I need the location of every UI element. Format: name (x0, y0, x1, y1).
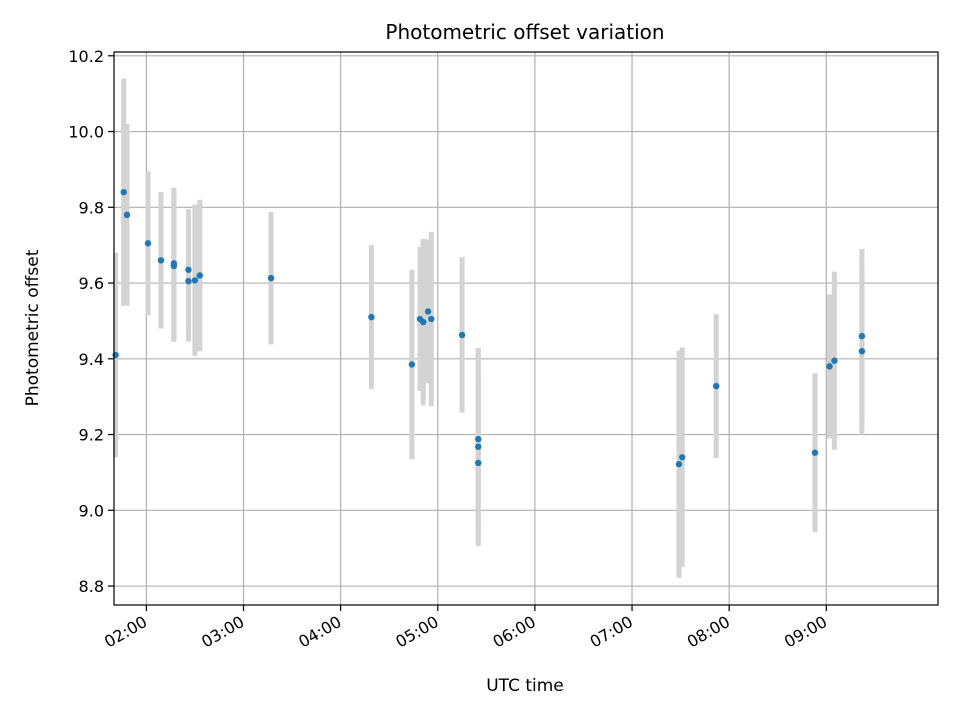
data-point (196, 272, 203, 279)
data-point (675, 460, 683, 468)
data-point (858, 332, 866, 340)
y-tick-label: 9.0 (79, 501, 104, 520)
data-point (713, 382, 720, 390)
data-point (475, 459, 482, 467)
y-tick-label: 9.4 (79, 350, 104, 369)
data-point (144, 240, 152, 247)
data-point (475, 443, 482, 450)
y-tick-label: 9.6 (79, 274, 104, 293)
data-point (831, 357, 838, 364)
data-point (408, 361, 416, 368)
data-point (826, 363, 833, 370)
data-point (368, 313, 375, 321)
data-point (170, 262, 178, 270)
data-point (424, 308, 432, 315)
y-tick-label: 8.8 (79, 577, 104, 596)
data-point (458, 331, 466, 339)
data-point (475, 435, 482, 443)
data-point (811, 449, 819, 456)
plot-frame (113, 51, 939, 606)
x-axis-title: UTC time (486, 676, 564, 696)
y-tick-label: 9.2 (79, 426, 104, 445)
y-axis-ticks: 8.8 9.0 9.2 9.4 9.6 9.8 10.0 10.2 (68, 47, 114, 596)
data-point (120, 188, 127, 196)
y-tick-label: 10.0 (68, 123, 104, 142)
data-point (112, 351, 119, 359)
data-point (185, 266, 192, 273)
data-point (191, 277, 199, 284)
data-point (185, 277, 192, 285)
data-points (112, 188, 866, 468)
data-point (858, 348, 866, 355)
data-point (420, 318, 427, 326)
data-point (123, 211, 131, 219)
data-point (157, 257, 165, 264)
data-point (428, 315, 435, 323)
data-point (267, 274, 275, 282)
grid (114, 52, 938, 605)
data-point (679, 454, 686, 461)
y-axis-title: Photometric offset (23, 249, 43, 406)
chart-title: Photometric offset variation (385, 20, 664, 44)
y-tick-label: 9.8 (79, 198, 104, 217)
y-tick-label: 10.2 (68, 47, 104, 66)
